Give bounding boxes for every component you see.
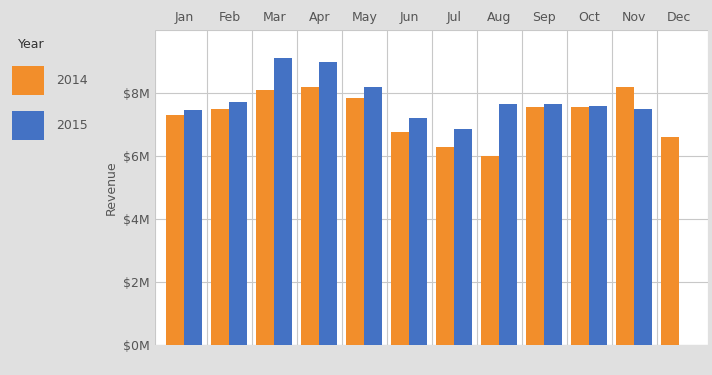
Bar [320,62,337,345]
Bar [184,110,202,345]
FancyBboxPatch shape [12,66,44,95]
Text: 2014: 2014 [56,74,88,87]
Y-axis label: Revenue: Revenue [105,160,117,215]
Bar [301,87,320,345]
Bar [499,104,518,345]
FancyBboxPatch shape [12,111,44,140]
Bar [590,106,607,345]
Bar [392,132,409,345]
Bar [634,109,652,345]
Bar [571,107,590,345]
Bar [167,115,184,345]
Bar [346,98,365,345]
Text: Year: Year [18,39,44,51]
Bar [211,109,229,345]
Bar [274,58,293,345]
Bar [544,104,562,345]
Bar [365,87,382,345]
Bar [616,87,634,345]
Text: 2015: 2015 [56,118,88,132]
Bar [436,147,454,345]
Bar [256,90,274,345]
Bar [526,107,544,345]
Bar [454,129,472,345]
Bar [481,156,499,345]
Bar [229,102,248,345]
Bar [409,118,427,345]
Bar [661,137,679,345]
